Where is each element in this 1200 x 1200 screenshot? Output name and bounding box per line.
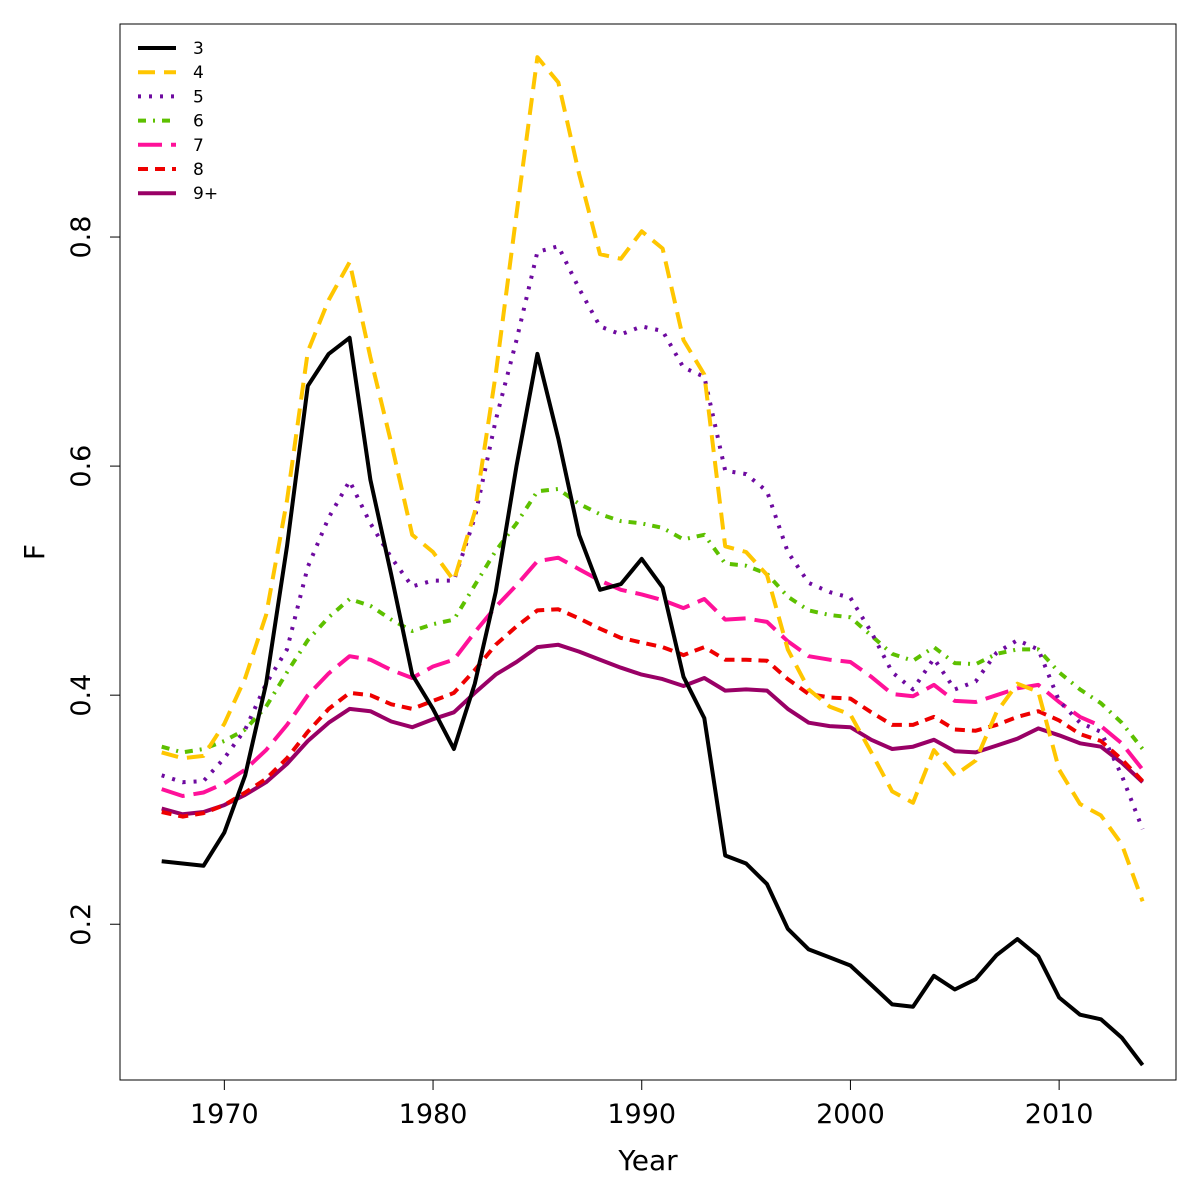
legend-label: 5 [193, 87, 204, 107]
series-line-6 [161, 487, 1145, 755]
y-tick-label: 0.6 [66, 445, 97, 488]
x-tick-label: 1980 [399, 1099, 468, 1130]
legend-label: 3 [193, 39, 204, 59]
y-tick-label: 0.8 [66, 216, 97, 259]
series-line-4 [161, 55, 1145, 902]
legend-label: 8 [193, 160, 204, 180]
y-axis: 0.2 0.4 0.6 0.8 [66, 216, 121, 946]
series-line-3 [161, 335, 1145, 1067]
y-tick-label: 0.2 [66, 903, 97, 946]
x-tick-label: 1990 [607, 1099, 676, 1130]
y-tick-label: 0.4 [66, 674, 97, 717]
x-tick-label: 2000 [816, 1099, 885, 1130]
legend-label: 7 [193, 136, 204, 156]
x-tick-label: 1970 [190, 1099, 259, 1130]
y-axis-title: F [18, 544, 51, 560]
series-layer [161, 55, 1145, 1067]
legend-label: 4 [193, 63, 204, 83]
x-axis-title: Year [617, 1144, 678, 1177]
legend: 3 4 5 6 7 8 9+ [138, 39, 218, 204]
x-axis: 1970 1980 1990 2000 2010 [190, 1079, 1094, 1130]
legend-label: 6 [193, 112, 204, 132]
series-line-7 [161, 555, 1145, 798]
legend-label: 9+ [193, 184, 218, 204]
x-tick-label: 2010 [1025, 1099, 1094, 1130]
series-line-8 [161, 607, 1145, 819]
